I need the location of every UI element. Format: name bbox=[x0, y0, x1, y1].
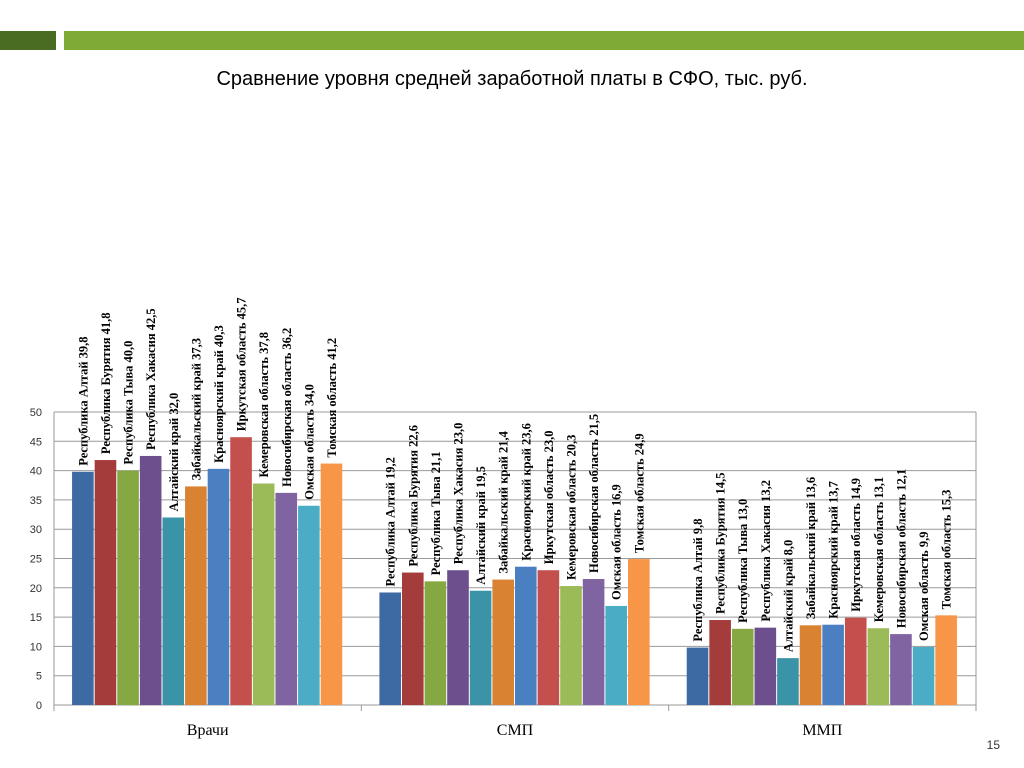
bar-value-label: Иркутская область 14,9 bbox=[849, 478, 863, 612]
y-tick-label: 5 bbox=[36, 671, 42, 683]
y-tick-label: 10 bbox=[30, 641, 42, 653]
y-tick-label: 35 bbox=[30, 495, 42, 507]
x-category-label: ММП bbox=[802, 722, 842, 739]
bar-value-label: Республика Бурятия 41,8 bbox=[99, 312, 113, 454]
y-tick-label: 50 bbox=[30, 407, 42, 419]
bar-value-label: Кемеровская область 13,1 bbox=[872, 477, 886, 622]
bar-value-label: Томская область 41,2 bbox=[325, 338, 339, 458]
bar-value-label: Республика Бурятия 22,6 bbox=[406, 425, 420, 567]
bar-value-label: Омская область 9,9 bbox=[917, 532, 931, 641]
bar bbox=[320, 463, 343, 705]
bar bbox=[185, 486, 207, 705]
bar-value-label: Республика Алтай 9,8 bbox=[691, 518, 705, 641]
bar bbox=[935, 615, 957, 705]
bar bbox=[605, 605, 627, 705]
bar bbox=[515, 566, 537, 705]
bar bbox=[844, 617, 867, 705]
bar bbox=[94, 460, 117, 705]
bar-value-label: Томская область 24,9 bbox=[632, 433, 646, 553]
bar-value-label: Алтайский край 32,0 bbox=[167, 393, 181, 512]
bar bbox=[402, 572, 424, 705]
bar bbox=[731, 628, 754, 705]
bar bbox=[117, 470, 139, 705]
bar-value-label: Новосибирская область 36,2 bbox=[280, 328, 294, 487]
bar-value-label: Республика Алтай 39,8 bbox=[76, 336, 90, 465]
bar bbox=[162, 517, 185, 705]
x-category-label: Врачи bbox=[187, 722, 229, 739]
bar bbox=[252, 483, 275, 705]
bar-value-label: Республика Хакасия 42,5 bbox=[144, 308, 158, 450]
bar-value-label: Забайкальский край 37,3 bbox=[189, 338, 203, 480]
y-tick-label: 45 bbox=[30, 436, 42, 448]
x-category-label: СМП bbox=[497, 722, 534, 739]
page-number: 15 bbox=[986, 738, 1000, 752]
y-tick-label: 25 bbox=[30, 554, 42, 566]
bar bbox=[560, 586, 582, 705]
bar bbox=[469, 590, 492, 705]
bar-value-label: Новосибирская область 21,5 bbox=[587, 414, 601, 573]
bar bbox=[379, 592, 401, 705]
bar bbox=[582, 579, 605, 705]
y-tick-label: 15 bbox=[30, 612, 42, 624]
bar-value-label: Алтайский край 8,0 bbox=[781, 540, 795, 652]
bar-value-label: Республика Хакасия 23,0 bbox=[452, 423, 466, 565]
bar bbox=[686, 647, 709, 705]
bar bbox=[628, 559, 650, 705]
y-tick-label: 40 bbox=[30, 466, 42, 478]
bar bbox=[754, 627, 777, 705]
y-tick-label: 30 bbox=[30, 524, 42, 536]
accent-bar bbox=[64, 31, 1024, 50]
bar-value-label: Новосибирская область 12,1 bbox=[894, 469, 908, 628]
bar bbox=[912, 646, 935, 705]
bar bbox=[867, 628, 890, 705]
bar bbox=[799, 625, 822, 705]
bar-value-label: Республика Тыва 13,0 bbox=[736, 499, 750, 623]
bar bbox=[424, 581, 447, 705]
bar bbox=[777, 658, 799, 705]
bar bbox=[890, 634, 912, 705]
bar-value-label: Иркутская область 45,7 bbox=[235, 297, 249, 431]
bar bbox=[537, 570, 560, 705]
bar-value-label: Кемеровская область 20,3 bbox=[565, 435, 579, 580]
bar bbox=[139, 455, 162, 705]
bar-value-label: Республика Тыва 40,0 bbox=[122, 341, 136, 465]
bar-value-label: Забайкальский край 21,4 bbox=[497, 430, 511, 573]
bar bbox=[230, 437, 252, 705]
bar-value-label: Омская область 34,0 bbox=[302, 384, 316, 500]
bar bbox=[709, 620, 731, 705]
bar bbox=[72, 471, 94, 705]
y-tick-label: 20 bbox=[30, 583, 42, 595]
bar-value-label: Республика Бурятия 14,5 bbox=[714, 472, 728, 614]
bar-value-label: Томская область 15,3 bbox=[940, 490, 954, 610]
bar bbox=[298, 505, 320, 705]
bar-value-label: Красноярский край 13,7 bbox=[827, 481, 841, 619]
bar bbox=[822, 624, 844, 705]
slide-title: Сравнение уровня средней заработной плат… bbox=[216, 68, 808, 90]
y-tick-label: 0 bbox=[36, 700, 42, 712]
bar bbox=[275, 492, 298, 705]
bar-value-label: Омская область 16,9 bbox=[610, 484, 624, 600]
bar-value-label: Республика Алтай 19,2 bbox=[384, 457, 398, 586]
bar bbox=[207, 468, 230, 705]
accent-block-dark bbox=[0, 31, 56, 50]
bar-value-label: Республика Тыва 21,1 bbox=[429, 451, 443, 575]
bar-value-label: Иркутская область 23,0 bbox=[542, 431, 556, 565]
bar-value-label: Республика Хакасия 13,2 bbox=[759, 480, 773, 622]
bar bbox=[447, 570, 469, 705]
bar-value-label: Красноярский край 23,6 bbox=[519, 423, 533, 561]
bar bbox=[492, 579, 514, 705]
bar-value-label: Забайкальский край 13,6 bbox=[804, 477, 818, 619]
bar-value-label: Кемеровская область 37,8 bbox=[257, 332, 271, 477]
bar-value-label: Красноярский край 40,3 bbox=[212, 325, 226, 463]
bar-value-label: Алтайский край 19,5 bbox=[474, 466, 488, 585]
